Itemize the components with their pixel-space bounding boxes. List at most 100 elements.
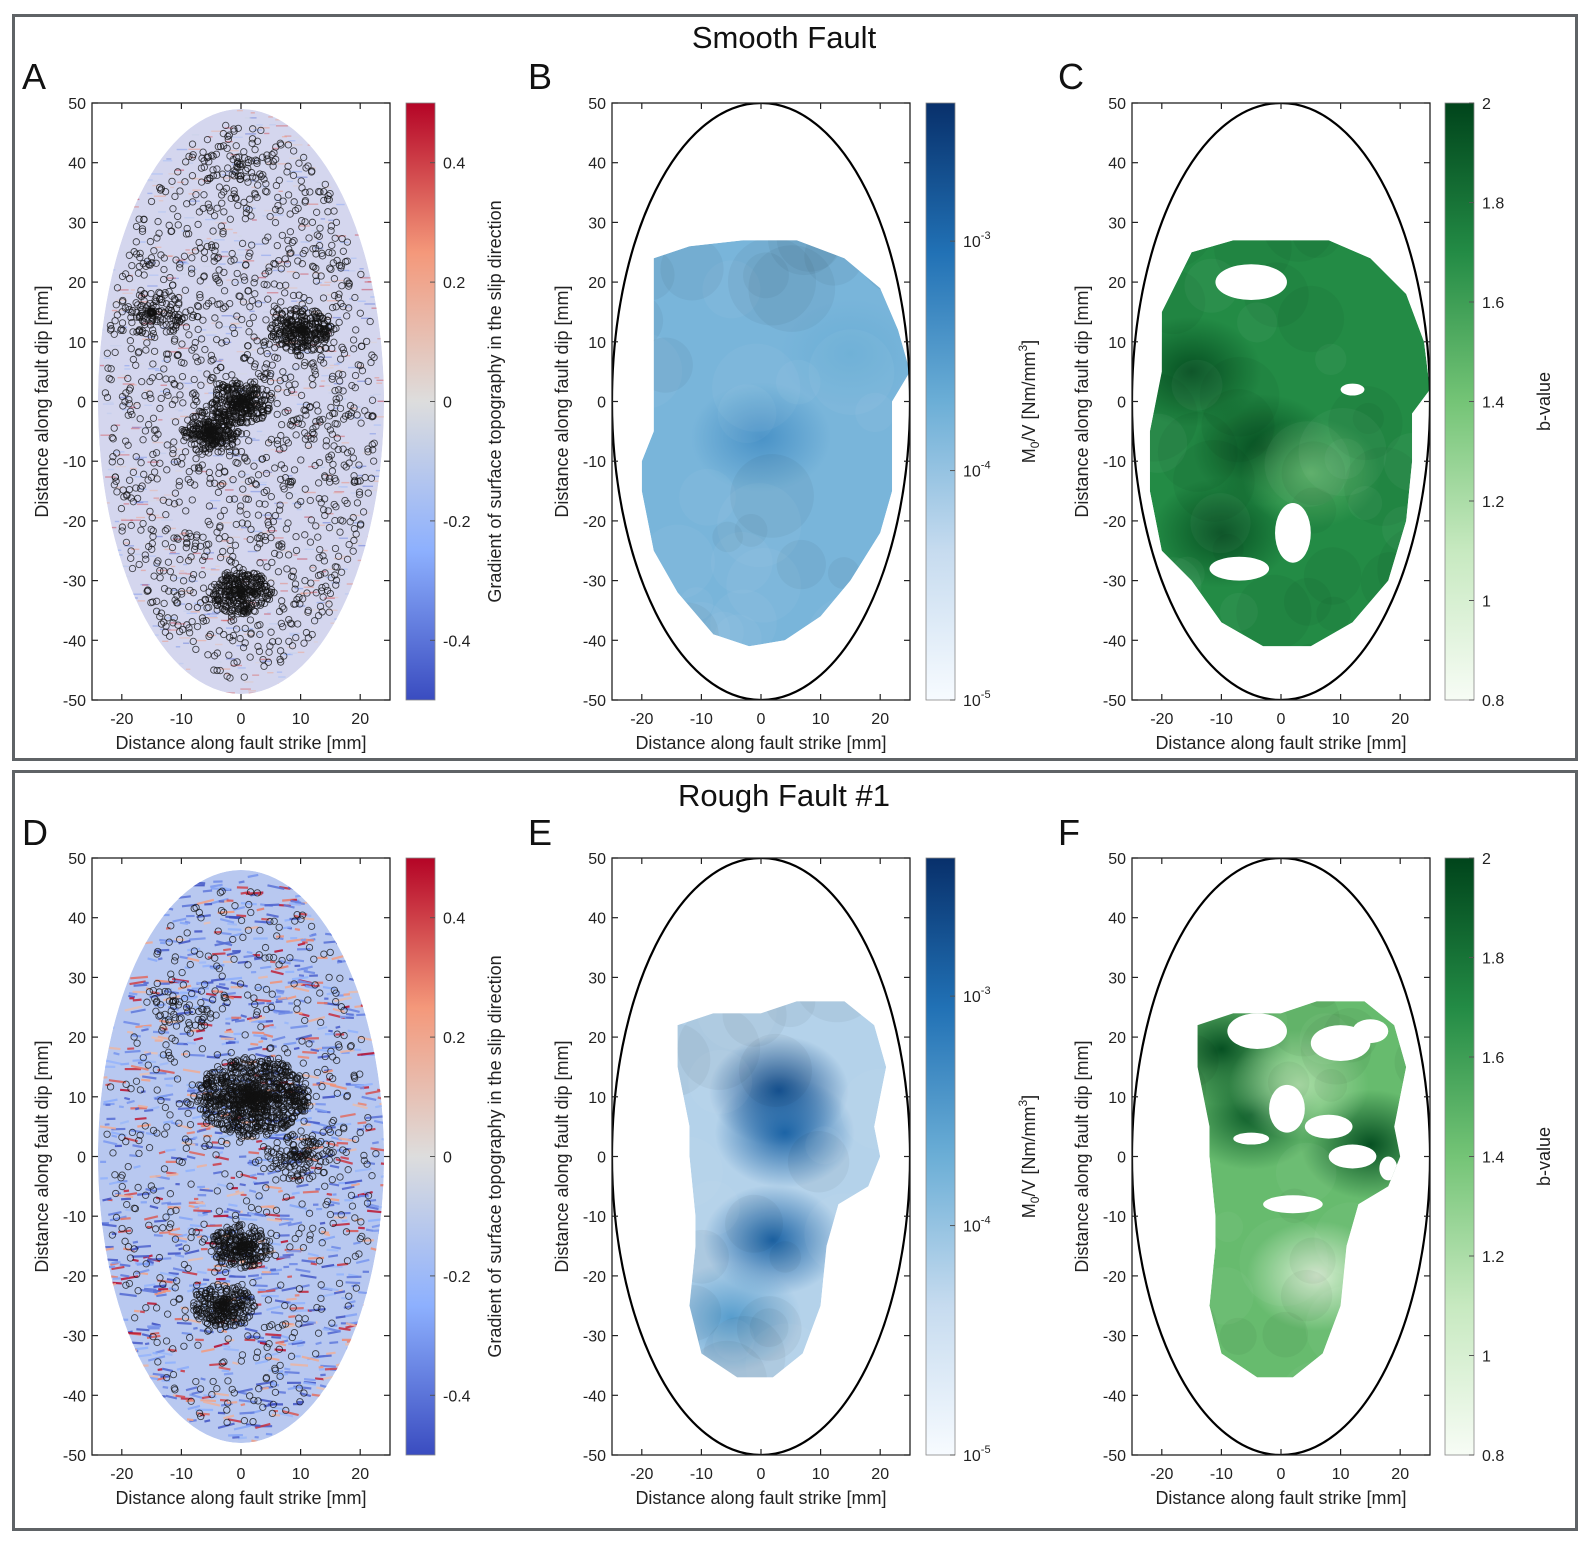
topography-streak bbox=[196, 872, 207, 876]
topography-streak bbox=[115, 1413, 122, 1417]
topography-streak bbox=[106, 940, 123, 947]
topography-streak bbox=[146, 336, 154, 338]
topography-streak bbox=[368, 613, 375, 616]
event-circle bbox=[152, 449, 161, 457]
texture-facet bbox=[1149, 240, 1215, 269]
topography-streak bbox=[371, 1387, 380, 1391]
topography-streak bbox=[356, 1421, 372, 1425]
event-circle bbox=[220, 208, 228, 216]
event-circle bbox=[187, 532, 195, 541]
topography-streak bbox=[124, 660, 135, 662]
topography-streak bbox=[235, 261, 243, 264]
topography-streak bbox=[303, 586, 314, 588]
event-circle bbox=[209, 406, 217, 414]
event-circle bbox=[206, 521, 214, 529]
topography-streak bbox=[188, 200, 200, 202]
topography-streak bbox=[267, 579, 275, 582]
y-tick-label: 30 bbox=[588, 215, 606, 232]
topography-streak bbox=[113, 1002, 119, 1006]
event-circle bbox=[357, 419, 365, 427]
topography-streak bbox=[235, 668, 245, 671]
topography-streak bbox=[308, 124, 313, 126]
topography-streak bbox=[174, 1317, 182, 1321]
event-circle bbox=[297, 391, 306, 400]
topography-streak bbox=[108, 919, 122, 925]
event-circle bbox=[288, 422, 296, 430]
event-circle bbox=[125, 400, 133, 408]
topography-streak bbox=[291, 367, 301, 370]
x-tick-label: 20 bbox=[871, 711, 889, 728]
event-circle bbox=[242, 382, 251, 390]
topography-streak bbox=[251, 337, 260, 340]
topography-streak bbox=[194, 1437, 202, 1441]
event-circle bbox=[234, 124, 242, 132]
event-circle bbox=[222, 607, 230, 615]
topography-streak bbox=[324, 997, 329, 1000]
event-circle bbox=[267, 493, 275, 501]
event-circle bbox=[284, 407, 292, 415]
event-circle bbox=[135, 348, 143, 356]
event-circle bbox=[161, 527, 170, 535]
topography-streak bbox=[232, 261, 242, 264]
topography-streak bbox=[226, 279, 232, 281]
topography-streak bbox=[379, 488, 385, 490]
topography-streak bbox=[121, 519, 133, 521]
topography-streak bbox=[256, 633, 263, 635]
texture-facet bbox=[717, 384, 777, 443]
topography-streak bbox=[293, 185, 299, 187]
event-circle bbox=[197, 335, 206, 343]
texture-facet bbox=[660, 240, 724, 301]
event-circle bbox=[340, 349, 349, 358]
event-circle bbox=[150, 347, 159, 355]
event-circle bbox=[345, 459, 353, 467]
topography-streak bbox=[354, 1415, 361, 1418]
topography-streak bbox=[206, 237, 212, 240]
event-circle bbox=[138, 227, 147, 235]
topography-streak bbox=[120, 1361, 131, 1367]
event-circle bbox=[225, 452, 234, 460]
topography-streak bbox=[377, 400, 384, 402]
event-circle bbox=[332, 398, 341, 407]
topography-streak bbox=[193, 114, 203, 116]
event-circle bbox=[324, 507, 332, 515]
texture-facet bbox=[851, 586, 905, 640]
topography-streak bbox=[347, 270, 356, 272]
event-circle bbox=[179, 427, 187, 435]
event-circle bbox=[277, 619, 285, 628]
topography-streak bbox=[188, 193, 196, 195]
event-circle bbox=[214, 414, 223, 422]
event-circle bbox=[188, 617, 196, 626]
event-circle bbox=[347, 447, 355, 455]
topography-streak bbox=[382, 583, 385, 585]
topography-streak bbox=[112, 1355, 120, 1359]
topography-streak bbox=[275, 125, 288, 127]
topography-streak bbox=[170, 537, 182, 539]
topography-streak bbox=[133, 1385, 145, 1388]
topography-streak bbox=[121, 565, 130, 568]
event-circle bbox=[364, 489, 372, 497]
topography-streak bbox=[203, 286, 211, 288]
event-circle bbox=[250, 363, 259, 371]
event-circle bbox=[176, 260, 184, 268]
topography-streak bbox=[225, 692, 235, 694]
texture-facet bbox=[1171, 359, 1223, 411]
topography-streak bbox=[134, 909, 152, 913]
texture-facet bbox=[1303, 547, 1362, 605]
event-circle bbox=[192, 430, 200, 438]
topography-streak bbox=[152, 184, 159, 187]
event-circle bbox=[174, 168, 182, 176]
panel-c: -20 -10 0 10 20-50-40-30-20-1001020304050Dis… bbox=[1072, 96, 1554, 753]
topography-streak bbox=[106, 1357, 122, 1361]
value-map bbox=[1149, 240, 1430, 647]
event-circle bbox=[283, 168, 291, 176]
topography-streak bbox=[152, 476, 162, 478]
event-circle bbox=[223, 672, 231, 680]
event-circle bbox=[230, 394, 239, 403]
event-circle bbox=[147, 598, 155, 607]
topography-streak bbox=[316, 601, 327, 604]
x-axis-label: Distance along fault strike [mm] bbox=[115, 733, 366, 753]
topography-streak bbox=[332, 316, 341, 319]
event-circle bbox=[321, 569, 329, 577]
topography-streak bbox=[113, 302, 123, 305]
topography-streak bbox=[115, 299, 128, 301]
